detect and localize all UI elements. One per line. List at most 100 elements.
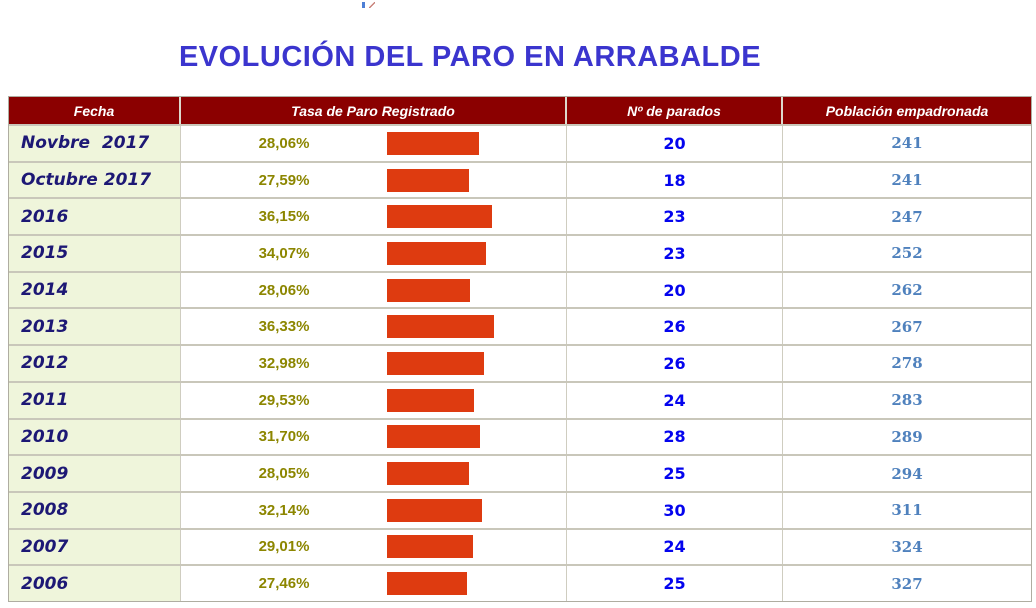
tasa-data-bar [387, 168, 469, 192]
tasa-cell: 31,70% [181, 419, 567, 455]
parados-cell: 20 [567, 126, 783, 161]
parados-cell: 25 [567, 566, 783, 601]
table-row: 2015 34,07% 23 252 [9, 234, 1031, 271]
table-row: 2006 27,46% 25 327 [9, 564, 1031, 601]
parados-value: 18 [663, 170, 686, 190]
poblacion-value: 252 [891, 244, 923, 263]
tasa-percent-label: 32,14% [258, 501, 310, 519]
tasa-bar-track [387, 535, 566, 559]
table-row: 2013 36,33% 26 267 [9, 307, 1031, 345]
fecha-label: 2014 [21, 280, 69, 301]
table-row: 2011 29,53% 24 283 [9, 380, 1031, 418]
parados-value: 20 [663, 280, 686, 300]
parados-cell: 23 [567, 236, 783, 271]
fecha-cell: 2006 [9, 566, 181, 601]
fecha-label: 2008 [21, 500, 69, 521]
tasa-data-bar [387, 388, 474, 412]
tasa-data-bar [387, 535, 473, 559]
poblacion-cell: 289 [783, 420, 1031, 455]
parados-value: 25 [663, 574, 686, 594]
fecha-label: 2016 [21, 206, 69, 227]
header-tasa-de-paro: Tasa de Paro Registrado [181, 97, 567, 124]
parados-cell: 23 [567, 199, 783, 235]
parados-value: 26 [663, 317, 686, 337]
fecha-label: Octubre 2017 [21, 170, 152, 191]
tasa-data-bar [387, 205, 492, 229]
fecha-cell: 2008 [9, 492, 181, 528]
parados-value: 20 [663, 133, 686, 153]
parados-cell: 24 [567, 382, 783, 418]
tasa-cell: 36,15% [181, 199, 567, 235]
tasa-cell: 29,53% [181, 382, 567, 418]
poblacion-value: 247 [891, 207, 923, 226]
poblacion-value: 294 [891, 464, 923, 483]
tasa-percent-label: 27,46% [258, 575, 310, 593]
fecha-cell: 2007 [9, 529, 181, 565]
tasa-percent-label: 32,98% [258, 354, 310, 372]
tasa-bar-track [387, 205, 566, 229]
poblacion-cell: 283 [783, 383, 1031, 418]
parados-value: 30 [663, 500, 686, 520]
parados-cell: 18 [567, 162, 783, 198]
parados-value: 28 [663, 427, 686, 447]
tasa-data-bar [387, 241, 486, 265]
page-title: EVOLUCIÓN DEL PARO EN ARRABALDE [178, 41, 762, 73]
fecha-label: 2011 [21, 390, 69, 411]
fecha-cell: 2011 [9, 382, 181, 418]
table-row: 2014 28,06% 20 262 [9, 270, 1031, 308]
tasa-data-bar [387, 572, 467, 596]
poblacion-cell: 241 [783, 126, 1031, 161]
tasa-cell: 27,59% [181, 162, 567, 198]
fecha-label: 2010 [21, 426, 69, 447]
tasa-cell: 34,07% [181, 236, 567, 271]
tasa-percent-label: 34,07% [258, 244, 310, 262]
tasa-cell: 29,01% [181, 529, 567, 565]
tasa-data-bar [387, 351, 484, 375]
fecha-cell: 2015 [9, 236, 181, 271]
poblacion-cell: 324 [783, 530, 1031, 565]
poblacion-value: 241 [891, 171, 923, 190]
tasa-percent-label: 28,06% [258, 134, 310, 152]
tasa-cell: 28,05% [181, 456, 567, 491]
poblacion-value: 278 [891, 354, 923, 373]
fecha-label: 2009 [21, 463, 69, 484]
poblacion-cell: 278 [783, 346, 1031, 381]
parados-value: 23 [663, 207, 686, 227]
parados-cell: 25 [567, 456, 783, 491]
fecha-cell: 2014 [9, 272, 181, 308]
poblacion-value: 289 [891, 427, 923, 446]
table-header-row: Fecha Tasa de Paro Registrado Nº de para… [9, 97, 1031, 124]
fecha-cell: 2009 [9, 456, 181, 491]
fecha-cell: 2010 [9, 419, 181, 455]
tasa-bar-track [387, 351, 566, 375]
tasa-percent-label: 29,53% [258, 391, 310, 409]
tasa-cell: 28,06% [181, 272, 567, 308]
unemployment-table: Fecha Tasa de Paro Registrado Nº de para… [8, 96, 1032, 602]
parados-value: 24 [663, 537, 686, 557]
tasa-cell: 32,14% [181, 492, 567, 528]
parados-value: 23 [663, 243, 686, 263]
poblacion-value: 241 [891, 134, 923, 153]
tasa-cell: 36,33% [181, 309, 567, 345]
fecha-label: 2006 [21, 573, 69, 594]
table-row: 2012 32,98% 26 278 [9, 344, 1031, 381]
fecha-cell: 2012 [9, 346, 181, 381]
parados-value: 25 [663, 464, 686, 484]
table-body: Novbre 2017 28,06% 20 241 Octubre 2017 2… [9, 124, 1031, 601]
fecha-cell: 2013 [9, 309, 181, 345]
poblacion-cell: 241 [783, 163, 1031, 198]
header-fecha: Fecha [9, 97, 181, 124]
fecha-label: 2012 [21, 353, 69, 374]
poblacion-value: 283 [891, 391, 923, 410]
parados-cell: 30 [567, 492, 783, 528]
artifact-speck-blue [362, 2, 365, 8]
table-row: 2008 32,14% 30 311 [9, 490, 1031, 528]
parados-cell: 24 [567, 529, 783, 565]
fecha-cell: Octubre 2017 [9, 162, 181, 198]
tasa-data-bar [387, 498, 482, 522]
tasa-percent-label: 27,59% [258, 171, 310, 189]
header-poblacion-empadronada: Población empadronada [825, 102, 989, 119]
tasa-bar-track [387, 278, 566, 302]
poblacion-cell: 252 [783, 236, 1031, 271]
